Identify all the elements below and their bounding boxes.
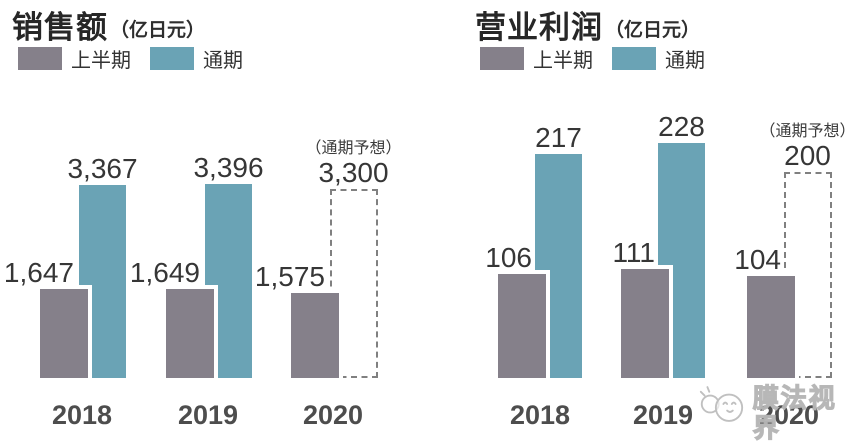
legend-swatch-full-year	[612, 47, 656, 70]
forecast-value-2020: 3,300	[318, 157, 389, 188]
legend-label-full-year: 通期	[665, 50, 705, 72]
profit-chart-legend: 上半期 通期	[480, 44, 724, 73]
legend-swatch-full-year	[150, 47, 194, 70]
year-label-2019: 2019	[632, 400, 694, 430]
profit-plot: 106 217 2018 111 228 2019 104 （通期予想） 200 2020	[430, 0, 858, 436]
legend-label-first-half: 上半期	[71, 50, 131, 72]
bar-first-half-2019	[621, 269, 669, 378]
year-label-2018: 2018	[51, 400, 113, 430]
forecast-note-2020: （通期予想）	[759, 123, 856, 140]
profit-chart: 营业利润 （亿日元） 上半期 通期 106 217 2018 111 228 2019 104…	[430, 0, 858, 436]
year-label-2020: 2020	[302, 400, 364, 430]
bar-first-half-2018	[40, 289, 88, 378]
value-label-first-half-2020: 1,575	[254, 261, 325, 292]
value-label-full-year-2019: 228	[658, 111, 705, 142]
profit-chart-unit-label: （亿日元）	[605, 20, 701, 41]
legend-label-first-half: 上半期	[533, 50, 593, 72]
year-label-2020: 2020	[758, 400, 820, 430]
sales-chart-title: 销售额	[12, 10, 108, 45]
forecast-box-2020	[330, 189, 378, 378]
value-label-full-year-2018: 217	[535, 122, 582, 153]
value-label-first-half-2020: 104	[734, 244, 781, 275]
profit-chart-header: 营业利润 （亿日元）	[475, 2, 700, 47]
sales-chart-legend: 上半期 通期	[18, 44, 262, 73]
value-label-full-year-2019: 3,396	[193, 152, 264, 183]
legend-swatch-first-half	[480, 47, 524, 70]
value-label-first-half-2018: 106	[485, 242, 532, 273]
profit-chart-title: 营业利润	[475, 10, 603, 45]
bar-first-half-2020	[291, 293, 339, 378]
value-label-first-half-2019: 111	[612, 237, 655, 268]
value-label-first-half-2019: 1,649	[129, 257, 200, 288]
forecast-box-2020	[784, 172, 832, 378]
sales-chart-unit-label: （亿日元）	[110, 20, 206, 41]
bar-first-half-2020	[747, 276, 795, 378]
year-label-2018: 2018	[509, 400, 571, 430]
value-label-first-half-2018: 1,647	[3, 257, 74, 288]
forecast-note-2020: （通期予想）	[305, 140, 402, 157]
forecast-value-2020: 200	[784, 140, 831, 171]
sales-chart-header: 销售额 （亿日元）	[12, 2, 205, 47]
legend-swatch-first-half	[18, 47, 62, 70]
legend-label-full-year: 通期	[203, 50, 243, 72]
year-label-2019: 2019	[177, 400, 239, 430]
bar-first-half-2018	[498, 274, 546, 378]
sales-chart: 销售额 （亿日元） 上半期 通期 1,647 3,367 2018 1,649 3,396…	[0, 0, 430, 436]
value-label-full-year-2018: 3,367	[67, 153, 138, 184]
bar-first-half-2019	[166, 289, 214, 378]
sales-plot: 1,647 3,367 2018 1,649 3,396 2019 1,575 （通期予想） 3…	[0, 0, 430, 436]
